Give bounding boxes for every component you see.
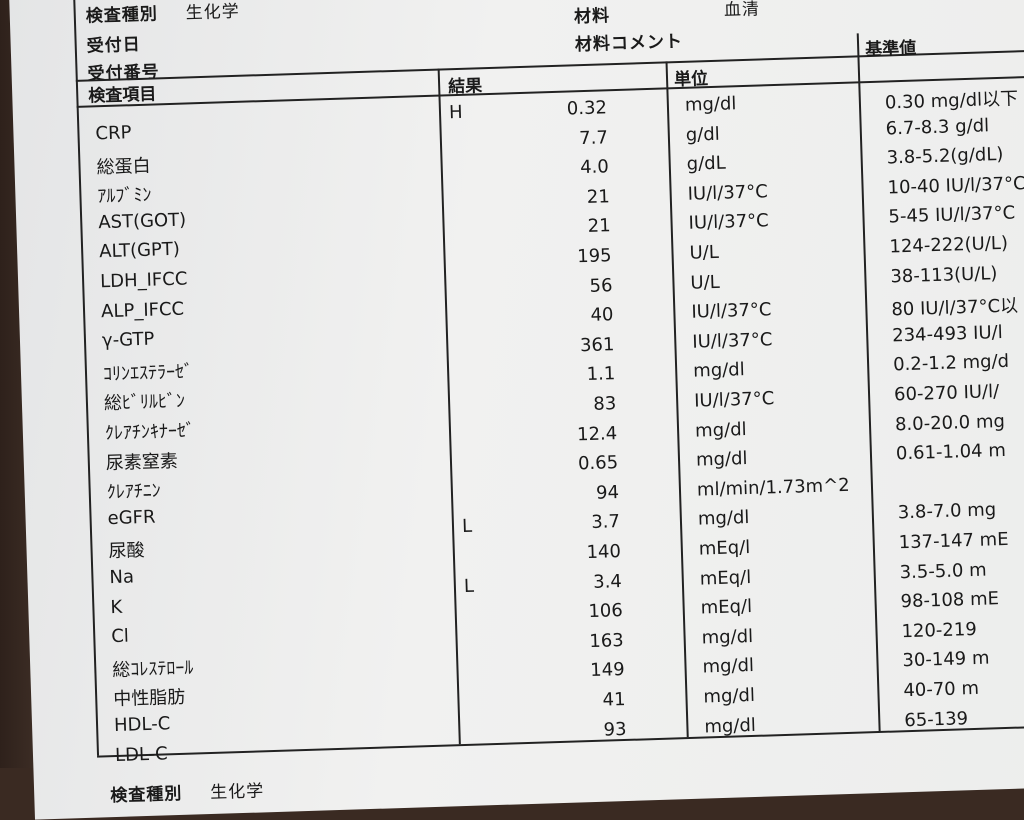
unit: g/dL: [686, 152, 727, 175]
col-reference: 基準値: [864, 38, 917, 61]
result-value: 93: [603, 718, 627, 741]
unit: mg/dl: [701, 625, 754, 649]
result-value: 0.65: [577, 452, 619, 475]
unit: IU/l/37°C: [687, 181, 769, 205]
result-value: 21: [587, 215, 611, 238]
result-value: 106: [588, 600, 624, 623]
unit: mg/dl: [692, 359, 746, 383]
unit: U/L: [690, 271, 721, 294]
reference-range: 3.8-7.0 mg: [897, 499, 997, 524]
result-value: 41: [602, 688, 626, 711]
exam-type-value: 生化学: [185, 1, 241, 24]
footer-exam-type-value: 生化学: [209, 781, 265, 804]
unit: mg/dl: [703, 684, 756, 708]
material-label: 材料: [573, 6, 611, 28]
unit: mEq/l: [700, 596, 753, 619]
reference-range: 3.8-5.2(g/dL): [886, 144, 1004, 169]
result-value: 21: [586, 186, 611, 208]
result-value: 0.32: [566, 97, 608, 120]
unit: mEq/l: [698, 536, 751, 560]
result-value: 94: [595, 481, 620, 504]
unit: mg/dl: [695, 448, 748, 471]
result-value: 140: [586, 541, 622, 564]
reference-range: 234-493 IU/l: [891, 321, 1003, 347]
footer-exam-type-label: 検査種別: [110, 783, 183, 807]
unit: IU/l/37°C: [692, 328, 773, 353]
result-value: 56: [589, 274, 613, 297]
reference-range: 120-219: [901, 618, 978, 643]
reference-range: 30-149 m: [902, 647, 990, 672]
reference-range: 8.0-20.0 mg: [894, 410, 1006, 435]
unit: mg/dl: [684, 93, 737, 116]
exam-type-label: 検査種別: [85, 4, 159, 27]
result-value: 195: [576, 245, 612, 268]
reference-range: 40-70 m: [903, 677, 980, 702]
reference-range: 65-139: [903, 707, 969, 731]
result-value: 3.7: [590, 511, 621, 534]
unit: g/dl: [685, 123, 721, 146]
reference-range: 60-270 IU/l/: [893, 381, 1000, 406]
result-value: 361: [579, 333, 615, 357]
result-value: 149: [589, 659, 625, 682]
result-value: 40: [590, 304, 614, 327]
unit: mg/dl: [697, 507, 750, 530]
result-value: 3.4: [592, 570, 623, 593]
result-value: 7.7: [578, 126, 609, 149]
item-name: LDL-C: [114, 742, 169, 766]
unit: IU/l/37°C: [688, 210, 770, 235]
reference-range: 6.7-8.3 g/dl: [885, 114, 990, 140]
reference-range: 3.5-5.0 m: [899, 559, 987, 583]
col-item: 検査項目: [88, 84, 157, 107]
material-value: 血清: [723, 0, 761, 21]
reference-range: 98-108 mE: [900, 588, 1000, 613]
reference-range: 0.2-1.2 mg/d: [892, 351, 1010, 376]
reference-range: 0.61-1.04 m: [895, 440, 1007, 465]
material-comment-label: 材料コメント: [574, 31, 684, 56]
unit: IU/l/37°C: [691, 299, 772, 323]
result-value: 4.0: [579, 156, 610, 179]
reference-range: 5-45 IU/l/37°C: [888, 202, 1016, 228]
unit: mg/dl: [694, 418, 747, 442]
unit: mg/dl: [702, 655, 755, 678]
reference-range: 10-40 IU/l/37°C: [887, 172, 1024, 199]
unit: mg/dl: [704, 714, 757, 738]
unit: ml/min/1.73m^2: [696, 474, 851, 501]
result-value: 163: [589, 629, 625, 652]
reference-range: 38-113(U/L): [890, 262, 998, 288]
lab-report-sheet: 検査種別 生化学 材料 血清 受付日 材料コメント 受付番号 検査項目 結果 単…: [8, 0, 1024, 820]
unit: U/L: [689, 241, 720, 264]
result-value: 83: [593, 393, 617, 415]
result-value: 12.4: [576, 422, 618, 445]
received-date-label: 受付日: [86, 34, 142, 57]
reference-range: 124-222(U/L): [889, 232, 1009, 258]
unit: IU/l/37°C: [693, 388, 775, 412]
unit: mEq/l: [699, 566, 752, 590]
result-value: 1.1: [586, 363, 616, 386]
reference-range: 137-147 mE: [898, 528, 1009, 554]
